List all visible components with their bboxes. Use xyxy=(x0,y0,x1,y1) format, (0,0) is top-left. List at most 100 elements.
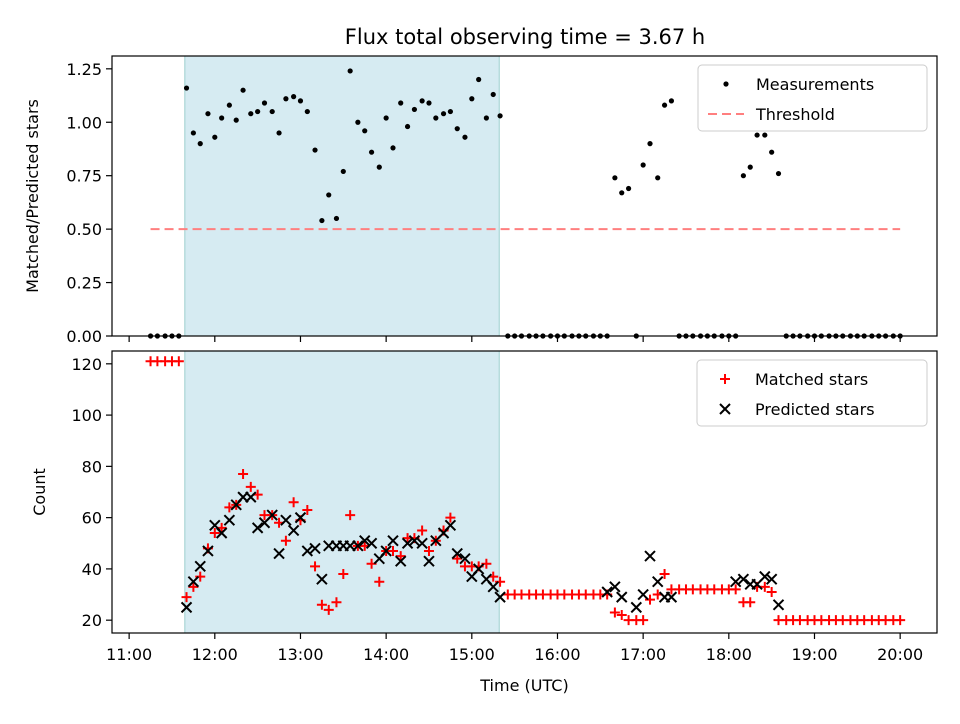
predicted-point xyxy=(287,524,300,537)
measurement-point xyxy=(762,132,768,138)
measurement-point xyxy=(469,96,475,102)
matched-point xyxy=(759,581,770,592)
matched-point xyxy=(452,553,463,564)
predicted-point xyxy=(665,591,678,603)
matched-point xyxy=(374,576,385,587)
measurement-point xyxy=(183,85,190,91)
measurement-point xyxy=(740,173,746,179)
x-tick-label: 20:00 xyxy=(877,645,923,664)
measurement-point xyxy=(404,123,411,130)
measurement-point xyxy=(376,164,382,170)
predicted-point xyxy=(251,522,264,534)
matched-point xyxy=(323,604,334,615)
y-tick-label: 100 xyxy=(71,406,102,425)
predicted-point xyxy=(180,601,193,614)
measurement-point xyxy=(333,215,340,222)
predicted-point xyxy=(772,599,785,611)
y-tick-label: 0.50 xyxy=(66,220,102,239)
top-marks xyxy=(147,68,903,339)
measurement-point xyxy=(390,145,396,151)
predicted-point xyxy=(187,576,200,588)
predicted-point xyxy=(737,573,750,585)
measurement-point xyxy=(319,217,325,224)
measurement-point xyxy=(212,134,218,140)
measurement-point xyxy=(619,190,625,196)
measurement-point xyxy=(276,130,282,136)
predicted-point xyxy=(652,576,664,588)
y-tick-label: 40 xyxy=(82,560,102,579)
predicted-point xyxy=(494,591,506,603)
predicted-point xyxy=(630,601,643,614)
x-tick-label: 18:00 xyxy=(706,645,752,664)
measurement-point xyxy=(747,164,753,170)
measurement-point xyxy=(655,175,661,181)
measurement-point xyxy=(640,162,646,168)
predicted-point xyxy=(644,550,656,562)
measurement-point xyxy=(261,100,268,106)
measurement-point xyxy=(490,91,496,98)
matched-point xyxy=(245,481,256,492)
matched-point xyxy=(302,504,313,515)
measurement-point xyxy=(462,134,468,140)
legend-measurement-swatch xyxy=(723,81,729,87)
measurement-point xyxy=(447,108,453,115)
measurement-point xyxy=(775,170,782,177)
measurement-point xyxy=(312,147,318,153)
measurement-point xyxy=(240,87,246,93)
measurement-point xyxy=(440,111,447,117)
measurement-point xyxy=(411,106,418,113)
predicted-point xyxy=(316,573,328,585)
matched-point xyxy=(395,551,406,562)
x-tick-label: 16:00 xyxy=(534,645,580,664)
measurement-point xyxy=(419,98,425,104)
matched-point xyxy=(659,569,670,580)
top-ylabel: Matched/Predicted stars xyxy=(23,99,42,293)
matched-point xyxy=(331,597,342,608)
measurement-point xyxy=(769,149,775,155)
x-tick-label: 11:00 xyxy=(106,645,152,664)
predicted-point xyxy=(215,527,228,539)
measurement-point xyxy=(190,130,196,136)
y-tick-label: 80 xyxy=(82,457,102,476)
matched-point xyxy=(445,512,456,523)
predicted-point xyxy=(301,545,314,557)
x-tick-label: 13:00 xyxy=(277,645,323,664)
matched-point xyxy=(310,561,321,572)
predicted-point xyxy=(487,581,499,593)
bottom-axes: 11:00 12:00 13:00 14:00 15:00 16:00 17:00 18:00… xyxy=(30,350,938,695)
bottom-shaded-interval xyxy=(184,350,500,634)
legend-label: Measurements xyxy=(756,75,874,94)
predicted-point xyxy=(365,537,378,549)
measurement-point xyxy=(355,119,361,125)
matched-point xyxy=(766,586,777,597)
predicted-point xyxy=(765,573,778,585)
top-shaded-interval xyxy=(184,55,500,337)
matched-point xyxy=(288,497,299,508)
measurement-point xyxy=(326,192,332,198)
matched-point xyxy=(345,510,356,521)
predicted-point xyxy=(451,547,463,560)
measurement-point xyxy=(625,185,632,192)
predicted-point xyxy=(294,511,307,524)
matched-point xyxy=(609,607,620,618)
measurement-point xyxy=(362,128,368,134)
matched-point xyxy=(895,615,906,626)
legend-predicted-swatch xyxy=(719,403,731,415)
x-tick-label: 15:00 xyxy=(449,645,495,664)
matched-point xyxy=(338,569,349,580)
measurement-point xyxy=(476,76,482,83)
predicted-point xyxy=(601,586,613,598)
bottom-xlabel: Time (UTC) xyxy=(479,676,568,695)
measurement-point xyxy=(433,115,439,121)
measurement-point xyxy=(226,102,232,108)
predicted-point xyxy=(637,588,649,601)
predicted-point xyxy=(202,545,214,557)
predicted-point xyxy=(729,576,742,588)
y-tick-label: 0.00 xyxy=(66,327,102,346)
x-tick-label: 17:00 xyxy=(620,645,666,664)
y-tick-label: 60 xyxy=(82,509,102,528)
predicted-point xyxy=(408,535,421,547)
top-axes-frame xyxy=(111,55,938,337)
measurement-point xyxy=(612,175,618,181)
predicted-point xyxy=(352,540,364,552)
